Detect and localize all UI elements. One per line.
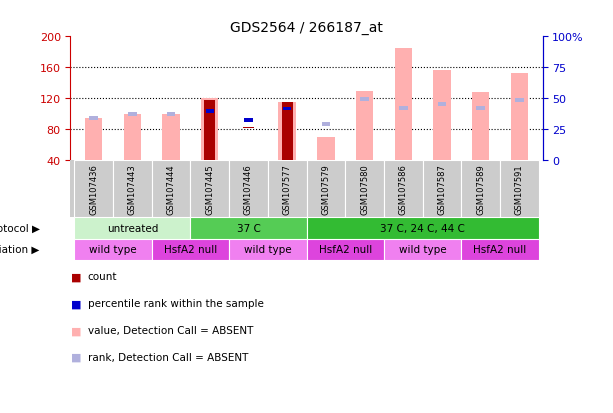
Bar xyxy=(399,107,408,110)
Bar xyxy=(476,107,485,110)
Bar xyxy=(384,161,422,218)
Text: rank, Detection Call = ABSENT: rank, Detection Call = ABSENT xyxy=(88,352,248,362)
Bar xyxy=(461,161,500,218)
Bar xyxy=(204,101,215,161)
Bar xyxy=(500,161,539,218)
Bar xyxy=(229,161,268,218)
Text: protocol ▶: protocol ▶ xyxy=(0,223,40,233)
Text: 37 C, 24 C, 44 C: 37 C, 24 C, 44 C xyxy=(380,223,465,233)
Text: GSM107589: GSM107589 xyxy=(476,164,485,215)
Bar xyxy=(74,239,152,260)
Bar xyxy=(345,161,384,218)
Bar xyxy=(461,239,539,260)
Text: value, Detection Call = ABSENT: value, Detection Call = ABSENT xyxy=(88,325,253,335)
Text: GSM107436: GSM107436 xyxy=(89,164,98,215)
Bar xyxy=(282,103,292,161)
Text: GSM107577: GSM107577 xyxy=(283,164,292,215)
Text: GSM107443: GSM107443 xyxy=(128,164,137,215)
Bar xyxy=(74,218,191,239)
Text: GSM107580: GSM107580 xyxy=(360,164,369,215)
Text: 37 C: 37 C xyxy=(237,223,261,233)
Text: GSM107446: GSM107446 xyxy=(244,164,253,215)
Bar xyxy=(206,109,214,114)
Bar xyxy=(89,116,98,121)
Bar xyxy=(205,109,214,113)
Bar xyxy=(384,239,461,260)
Text: percentile rank within the sample: percentile rank within the sample xyxy=(88,299,264,309)
Bar xyxy=(306,239,384,260)
Bar xyxy=(283,105,292,109)
Bar xyxy=(278,103,296,161)
Text: GSM107591: GSM107591 xyxy=(515,164,524,215)
Bar xyxy=(472,93,489,161)
Bar xyxy=(268,161,306,218)
Bar xyxy=(229,239,306,260)
Text: untreated: untreated xyxy=(107,223,158,233)
Bar xyxy=(511,74,528,161)
Bar xyxy=(74,161,113,218)
Text: GSM107445: GSM107445 xyxy=(205,164,215,215)
Bar xyxy=(124,114,141,161)
Bar xyxy=(306,218,539,239)
Bar xyxy=(85,119,102,161)
Bar xyxy=(422,161,461,218)
Text: count: count xyxy=(88,272,117,282)
Text: GSM107444: GSM107444 xyxy=(167,164,175,215)
Title: GDS2564 / 266187_at: GDS2564 / 266187_at xyxy=(230,21,383,35)
Bar xyxy=(201,99,218,161)
Bar xyxy=(245,119,253,123)
Bar xyxy=(321,123,330,127)
Text: genotype/variation ▶: genotype/variation ▶ xyxy=(0,244,40,254)
Bar xyxy=(167,113,175,116)
Bar xyxy=(191,218,306,239)
Text: GSM107587: GSM107587 xyxy=(438,164,446,215)
Bar xyxy=(306,161,345,218)
Text: ■: ■ xyxy=(70,325,81,335)
Text: wild type: wild type xyxy=(89,244,137,254)
Bar xyxy=(438,102,446,107)
Bar xyxy=(191,161,229,218)
Text: ■: ■ xyxy=(70,352,81,362)
Text: HsfA2 null: HsfA2 null xyxy=(164,244,217,254)
Text: GSM107579: GSM107579 xyxy=(321,164,330,215)
Bar xyxy=(162,114,180,161)
Text: wild type: wild type xyxy=(398,244,446,254)
Text: HsfA2 null: HsfA2 null xyxy=(473,244,527,254)
Bar xyxy=(113,161,152,218)
Bar xyxy=(360,98,369,102)
Bar xyxy=(356,91,373,161)
Bar xyxy=(317,138,335,161)
Text: wild type: wild type xyxy=(244,244,292,254)
Text: GSM107586: GSM107586 xyxy=(398,164,408,215)
Bar xyxy=(433,71,451,161)
Text: ■: ■ xyxy=(70,272,81,282)
Bar xyxy=(152,239,229,260)
Text: HsfA2 null: HsfA2 null xyxy=(319,244,372,254)
Text: ■: ■ xyxy=(70,299,81,309)
Bar xyxy=(283,107,291,111)
Bar xyxy=(152,161,191,218)
Bar xyxy=(515,99,524,102)
Bar xyxy=(128,113,137,116)
Bar xyxy=(395,49,412,161)
